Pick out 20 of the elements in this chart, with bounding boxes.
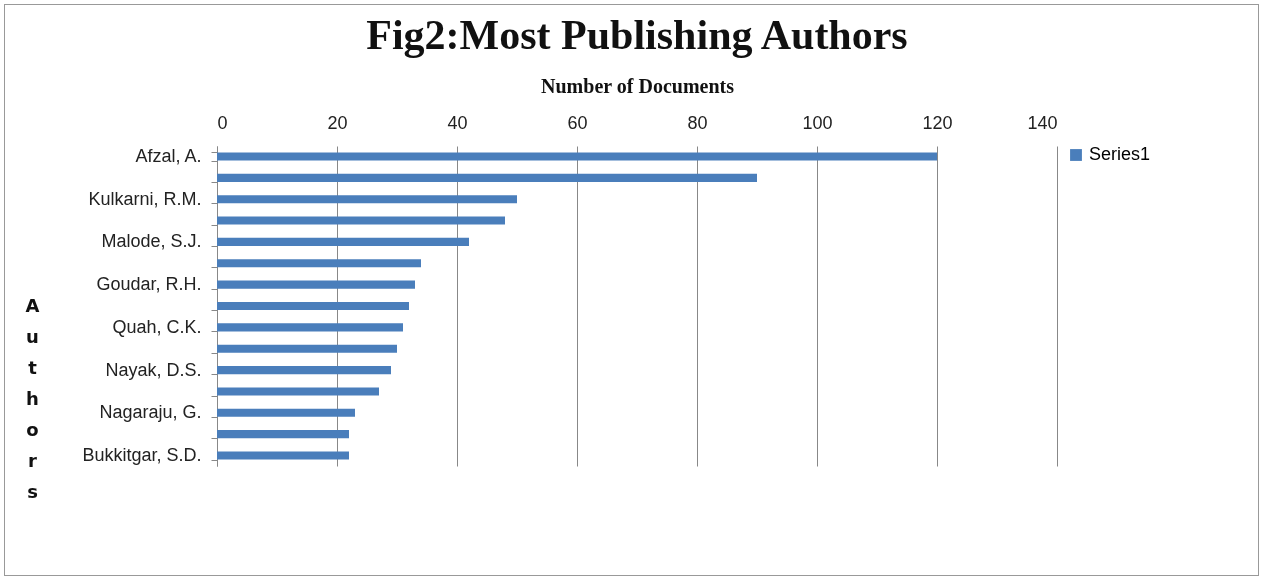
x-tick-label: 100 bbox=[802, 112, 833, 133]
y-tick-label: Nayak, D.S. bbox=[105, 359, 202, 380]
x-tick-label: 60 bbox=[567, 112, 588, 133]
x-tick-label: 20 bbox=[327, 112, 348, 133]
y-tick-label: Quah, C.K. bbox=[112, 316, 202, 337]
y-tick-label: Afzal, A. bbox=[135, 145, 202, 166]
y-tick-label: Malode, S.J. bbox=[101, 231, 202, 252]
x-tick-label: 80 bbox=[687, 112, 708, 133]
x-tick-label: 140 bbox=[1027, 112, 1058, 133]
y-axis-title: Authors bbox=[25, 294, 40, 502]
x-tick-label: 40 bbox=[447, 112, 468, 133]
x-axis-title: Number of Documents bbox=[541, 74, 735, 97]
chart-title: Fig2:Most Publishing Authors bbox=[366, 12, 908, 58]
y-tick-label: Kulkarni, R.M. bbox=[88, 188, 202, 209]
y-tick-label: Goudar, R.H. bbox=[96, 274, 202, 295]
x-tick-label: 120 bbox=[922, 112, 953, 133]
legend-label: Series1 bbox=[1089, 144, 1151, 164]
y-tick-label: Bukkitgar, S.D. bbox=[82, 445, 202, 466]
y-tick-label: Nagaraju, G. bbox=[99, 402, 202, 423]
x-tick-label: 0 bbox=[217, 112, 228, 133]
